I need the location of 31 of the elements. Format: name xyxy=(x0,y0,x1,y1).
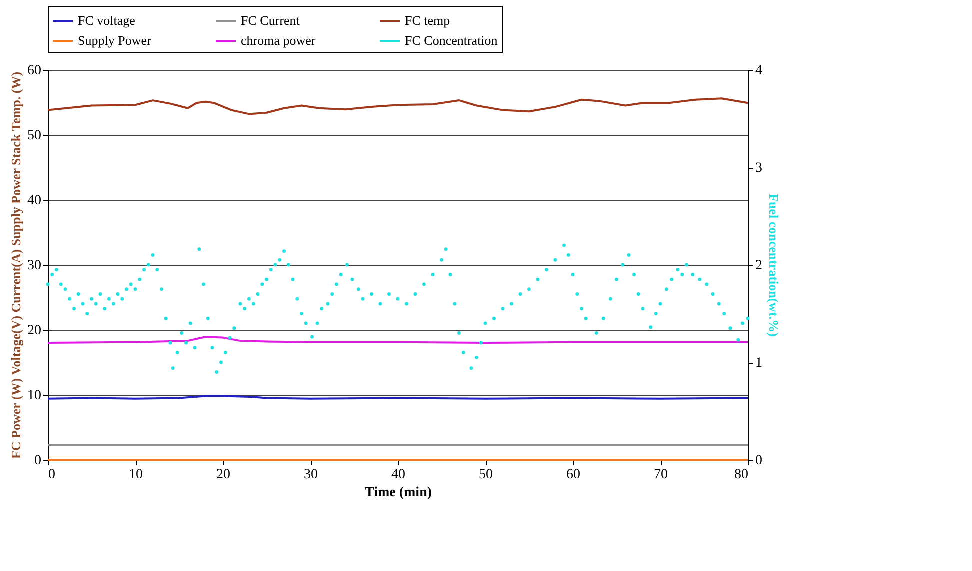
x-tick-label: 70 xyxy=(654,468,668,482)
legend-label: Supply Power xyxy=(78,33,152,48)
x-tick-label: 0 xyxy=(48,468,56,482)
x-tick-label: 20 xyxy=(216,468,230,482)
y-tick-label: 50 xyxy=(28,128,42,144)
x-axis-title: Time (min) xyxy=(364,486,432,500)
x-tick-label: 60 xyxy=(566,468,580,482)
x-tick-label: 40 xyxy=(392,468,406,482)
legend-label: FC Current xyxy=(241,13,300,28)
legend-label: FC temp xyxy=(405,13,450,28)
line-series xyxy=(47,98,749,116)
y-tick-label: 20 xyxy=(28,324,42,338)
y-tick-label: 0 xyxy=(34,454,42,468)
y2-tick-label: 0 xyxy=(756,454,762,468)
y2-tick-label: 4 xyxy=(756,64,762,78)
y-tick-label: 40 xyxy=(28,194,42,208)
y2-axis-title: Fuel concentration(wt.%) xyxy=(766,194,782,337)
x-tick-label: 50 xyxy=(479,468,493,482)
x-tick-label: 30 xyxy=(304,468,318,482)
legend-label: chroma power xyxy=(241,33,316,48)
legend-label: FC Concentration xyxy=(405,33,498,48)
y-tick-label: 10 xyxy=(28,388,42,404)
y2-tick-label: 3 xyxy=(756,161,762,176)
y-axis-title: FC Power (W) Voltage(V) Current(A) Supply Power Stack Temp. (W) xyxy=(8,72,24,460)
y-tick-label: 30 xyxy=(28,258,42,274)
y-tick-label: 60 xyxy=(28,64,42,78)
y2-tick-label: 1 xyxy=(756,356,762,371)
y2-tick-label: 2 xyxy=(756,258,762,274)
x-tick-label: 80 xyxy=(734,468,748,482)
x-tick-label: 10 xyxy=(129,468,143,482)
legend-label: FC voltage xyxy=(78,13,136,28)
